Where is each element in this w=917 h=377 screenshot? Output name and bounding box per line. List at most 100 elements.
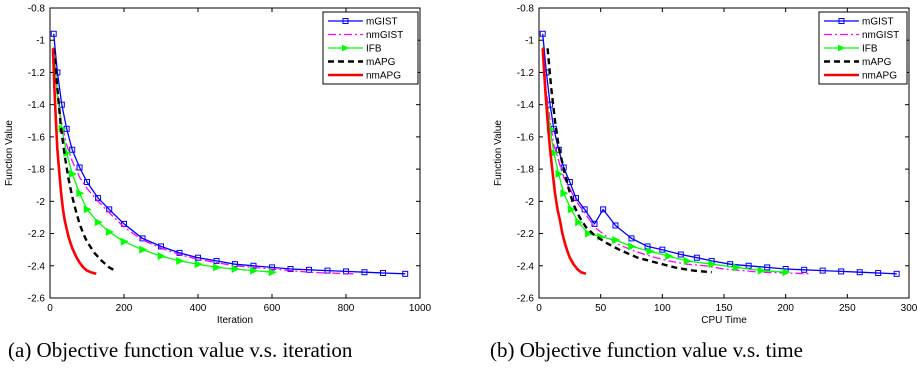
y-tick-label: -1.6 [517, 132, 535, 143]
data-point-mgist [764, 264, 771, 271]
data-point-mgist [176, 249, 183, 256]
y-tick-label: -2 [525, 197, 534, 208]
y-tick-label: -1 [36, 36, 45, 47]
data-point-mgist [693, 254, 700, 261]
data-point-ifb [782, 268, 791, 277]
data-point-mgist [893, 270, 900, 277]
x-tick-label: 0 [536, 303, 542, 314]
legend-label-ifb: IFB [862, 44, 878, 55]
series-group [539, 30, 900, 277]
x-tick-label: 1000 [409, 303, 432, 314]
data-point-mgist [819, 267, 826, 274]
data-point-mgist [306, 266, 312, 273]
series-line-mapg [52, 48, 116, 272]
y-tick-label: -0.8 [28, 4, 46, 15]
data-point-mgist [343, 268, 349, 275]
data-point-mgist [380, 270, 386, 277]
data-point-mgist [287, 266, 294, 272]
data-point-ifb [176, 256, 185, 265]
data-point-mgist [69, 146, 76, 153]
series-group [50, 30, 409, 277]
data-point-ifb [646, 247, 655, 256]
data-point-ifb [250, 266, 259, 275]
series-line-nmapg [51, 48, 97, 276]
legend-label-nmgist: nmGIST [862, 30, 899, 41]
y-tick-label: -1.8 [28, 165, 46, 176]
data-point-ifb [612, 236, 621, 244]
data-point-mgist [158, 243, 164, 250]
legend-marker-ifb [838, 44, 845, 52]
series-line-nmapg [541, 48, 587, 276]
y-tick-label: -0.8 [517, 4, 535, 15]
data-point-ifb [585, 229, 594, 238]
x-tick-label: 200 [116, 303, 133, 314]
y-tick-label: -2.6 [517, 294, 535, 305]
x-tick-label: 200 [777, 303, 794, 314]
chart-panel-b: 0 50 100 150 200 250 300 -2.6 -2.4 -2.2 -2 -1.8 -1.6… [493, 4, 917, 327]
data-point-mgist [628, 235, 635, 242]
legend-label-nmgist: nmGIST [366, 30, 403, 41]
x-tick-label: 600 [264, 303, 281, 314]
data-point-mgist [600, 206, 607, 213]
y-tick-label: -2.2 [517, 229, 535, 240]
data-point-ifb [83, 205, 92, 214]
caption-b: (b) Objective function value v.s. time [490, 338, 803, 362]
data-point-ifb [708, 260, 717, 269]
data-point-mgist [801, 266, 808, 273]
legend: mGIST nmGIST IFB mAPG nmAPG [322, 11, 419, 85]
x-axis-label: CPU Time [701, 315, 747, 326]
data-point-ifb [213, 263, 222, 272]
data-point-ifb [733, 263, 742, 272]
data-point-ifb [68, 169, 77, 178]
legend-marker-ifb [342, 44, 349, 52]
data-point-mgist [875, 270, 882, 277]
x-tick-label: 0 [47, 303, 53, 314]
data-point-mgist [539, 30, 546, 37]
y-tick-label: -1 [525, 36, 534, 47]
y-tick-label: -1.4 [517, 100, 535, 111]
y-axis-label: Function Value [493, 120, 504, 186]
data-point-mgist [591, 220, 598, 227]
data-point-ifb [575, 218, 584, 227]
data-point-ifb [157, 252, 166, 261]
x-tick-label: 50 [595, 303, 607, 314]
x-tick-label: 250 [839, 303, 856, 314]
plot-frame [49, 7, 421, 299]
series-line-ifb [542, 46, 786, 273]
y-tick-label: -2 [36, 197, 45, 208]
x-tick-label: 800 [338, 303, 355, 314]
y-axis-label: Function Value [4, 120, 15, 186]
data-point-ifb [139, 245, 148, 254]
data-point-ifb [120, 237, 129, 246]
data-point-mgist [50, 30, 57, 37]
data-point-ifb [567, 205, 576, 214]
data-point-ifb [757, 266, 766, 275]
y-tick-label: -2.6 [28, 294, 46, 305]
data-point-mgist [573, 195, 579, 202]
data-point-ifb [194, 260, 203, 269]
data-point-ifb [231, 265, 240, 273]
chart-panel-a: 0 200 400 600 800 1000 -2.6 -2.4 -2.2 -2 -1.8 -1.6 -… [4, 4, 432, 327]
series-line-nmgist [542, 48, 811, 275]
data-point-mgist [659, 246, 666, 253]
series-line-mgist [53, 33, 406, 275]
data-point-mgist [84, 179, 90, 185]
data-point-ifb [268, 268, 277, 277]
y-tick-label: -1.4 [28, 100, 46, 111]
data-point-ifb [683, 256, 692, 265]
data-point-ifb [628, 242, 637, 251]
legend-label-mapg: mAPG [862, 57, 892, 68]
series-line-mapg [546, 48, 712, 274]
y-tick-label: -1.6 [28, 132, 46, 143]
y-tick-label: -1.2 [517, 68, 535, 79]
data-point-ifb [94, 218, 103, 227]
data-point-mgist [213, 257, 220, 264]
caption-a: (a) Objective function value v.s. iterat… [8, 338, 353, 362]
data-point-ifb [560, 189, 569, 198]
data-point-ifb [105, 227, 114, 236]
series-line-nmgist [53, 48, 354, 275]
data-point-ifb [555, 169, 564, 178]
y-tick-label: -2.4 [517, 261, 535, 272]
legend-label-ifb: IFB [366, 44, 382, 55]
